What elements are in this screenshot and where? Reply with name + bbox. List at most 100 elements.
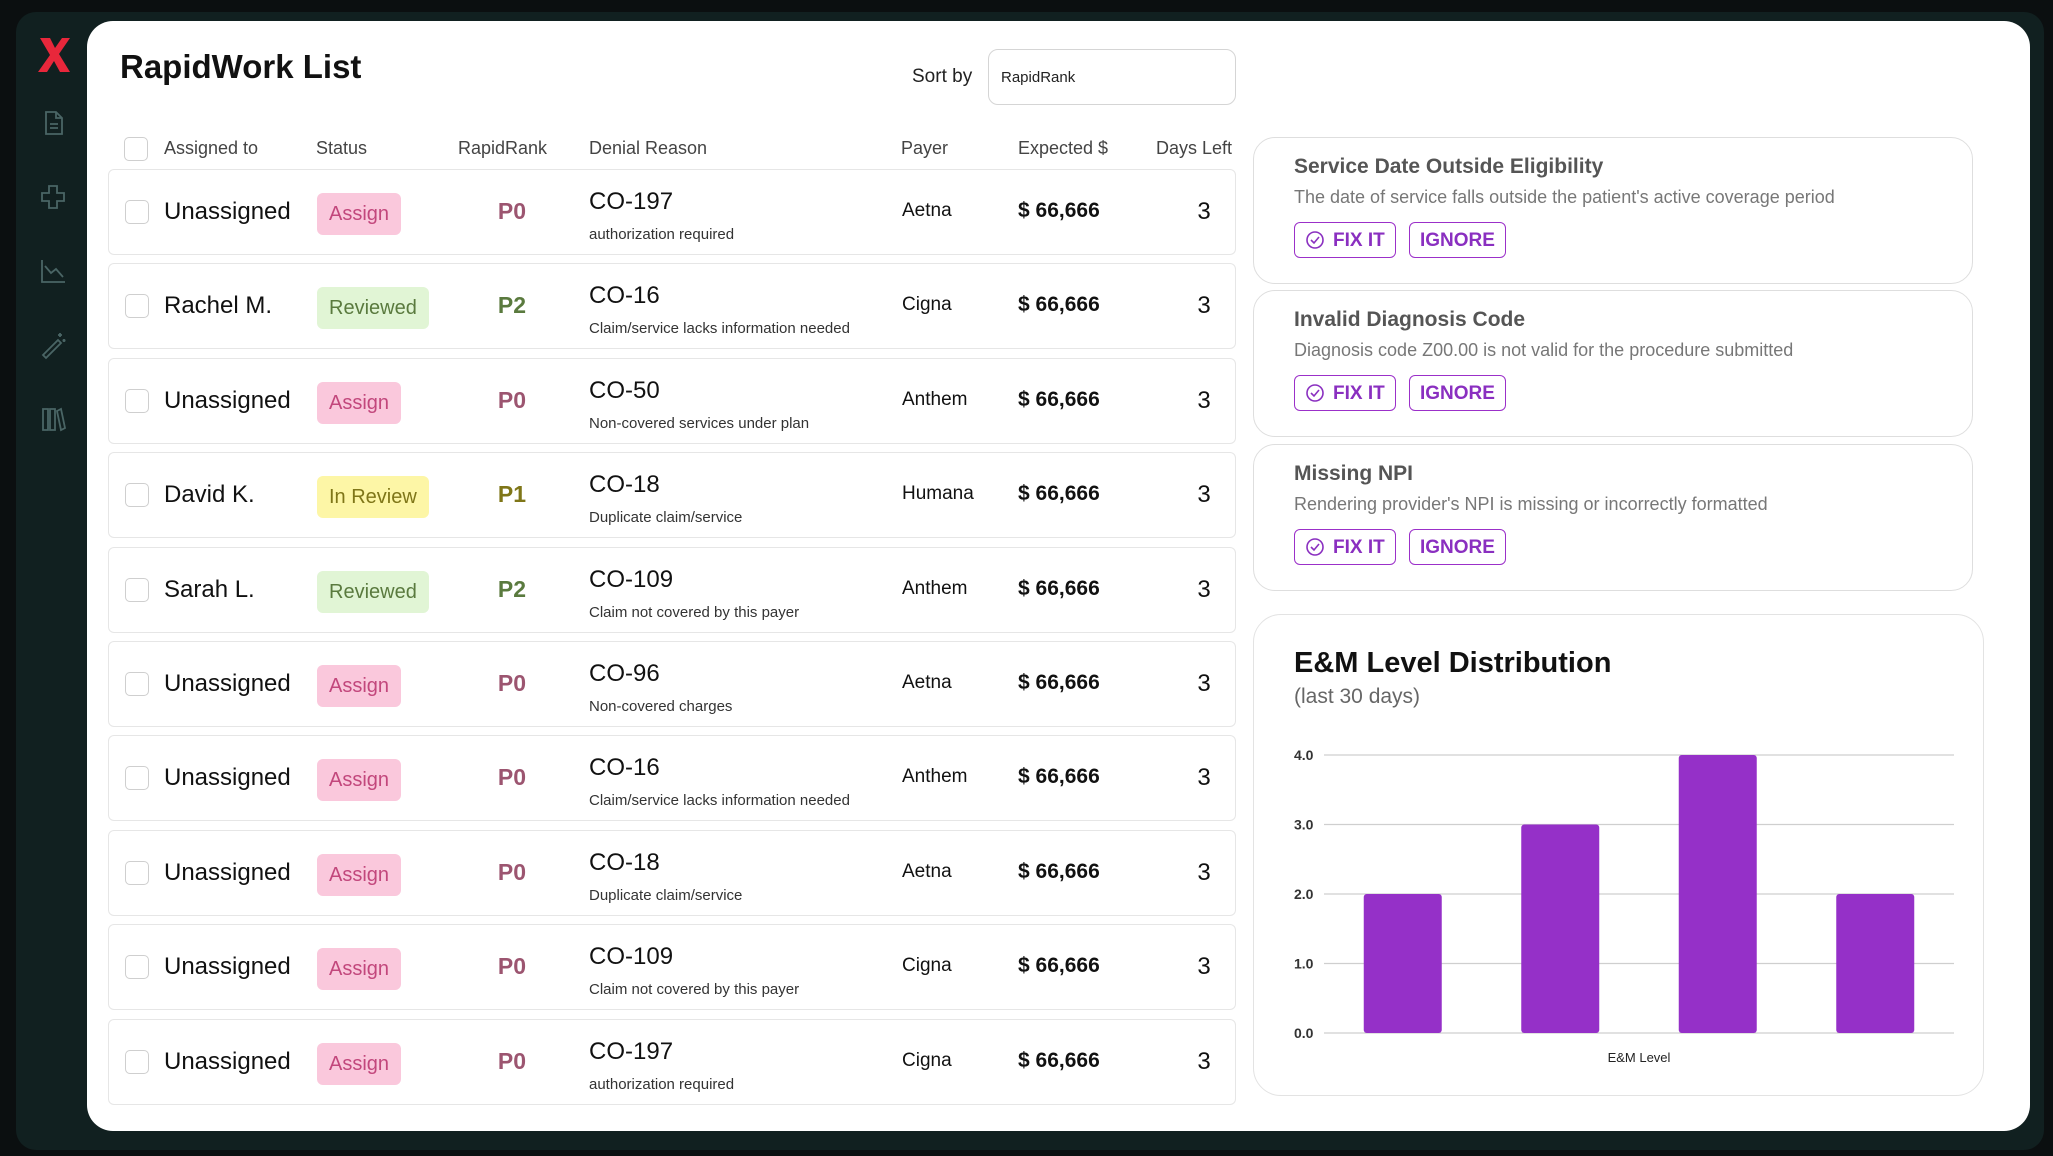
days-left: 3 <box>1197 386 1211 414</box>
denial-description: Duplicate claim/service <box>589 509 743 527</box>
denial-code: CO-16 <box>589 282 660 310</box>
rapidrank-value: P0 <box>497 858 527 885</box>
header-assigned-to[interactable]: Assigned to <box>164 138 259 158</box>
table-header: Assigned to Status RapidRank Denial Reas… <box>108 128 1236 168</box>
rapidrank-value: P0 <box>497 386 527 413</box>
row-checkbox[interactable] <box>125 294 149 319</box>
issue-card: Service Date Outside Eligibility The date… <box>1253 137 1973 284</box>
sort-label: Sort by <box>912 66 973 87</box>
row-checkbox[interactable] <box>125 388 149 413</box>
denial-code: CO-96 <box>589 660 660 687</box>
status-badge[interactable]: Assign <box>317 193 402 235</box>
status-badge[interactable]: Reviewed <box>317 570 429 613</box>
denial-description: authorization required <box>589 1075 735 1093</box>
expected-amount: $ 66,666 <box>1018 387 1100 411</box>
row-checkbox[interactable] <box>125 483 149 508</box>
check-circle-icon <box>1306 384 1324 402</box>
denial-description: authorization required <box>589 226 735 243</box>
header-expected[interactable]: Expected $ <box>1018 138 1109 158</box>
table-row[interactable]: Unassigned Assign P0 CO-109 Claim not covere… <box>108 924 1236 1011</box>
rapidrank-value: P0 <box>497 764 527 791</box>
bar <box>1363 894 1442 1033</box>
issue-title: Service Date Outside Eligibility <box>1294 155 1604 178</box>
header-payer[interactable]: Payer <box>901 138 949 158</box>
bar <box>1678 755 1757 1033</box>
table-row[interactable]: Unassigned Assign P0 CO-197 authorization re… <box>108 1018 1236 1105</box>
days-left: 3 <box>1197 1047 1211 1075</box>
y-tick-label: 1.0 <box>1294 956 1314 972</box>
medical-cross-icon[interactable] <box>38 182 68 212</box>
sort-select[interactable] <box>988 49 1236 105</box>
em-level-bar-chart: 0.0 1.0 2.0 3.0 4.0 E&M Level <box>1294 747 1954 1065</box>
rapidrank-value: P2 <box>497 292 527 319</box>
fix-it-label: FIX IT <box>1333 229 1385 251</box>
days-left: 3 <box>1197 481 1211 509</box>
payer: Cigna <box>902 294 952 316</box>
status-badge[interactable]: Assign <box>317 853 402 896</box>
bar <box>1836 894 1915 1033</box>
status-badge[interactable]: Assign <box>317 381 402 424</box>
chart-down-icon[interactable] <box>38 256 68 286</box>
row-checkbox[interactable] <box>125 672 149 696</box>
fix-it-button[interactable]: FIX IT <box>1294 529 1396 565</box>
header-status[interactable]: Status <box>316 138 368 158</box>
row-checkbox[interactable] <box>125 766 149 791</box>
row-checkbox[interactable] <box>125 955 149 980</box>
ignore-button[interactable]: IGNORE <box>1409 375 1506 411</box>
row-checkbox[interactable] <box>125 1049 149 1074</box>
expected-amount: $ 66,666 <box>1018 199 1100 222</box>
table-row[interactable]: Unassigned Assign P0 CO-96 Non-covered charg… <box>108 641 1236 727</box>
select-all-checkbox[interactable] <box>124 137 148 161</box>
header-rapidrank[interactable]: RapidRank <box>458 138 548 158</box>
y-tick-label: 0.0 <box>1294 1025 1314 1041</box>
days-left: 3 <box>1197 198 1211 225</box>
payer: Anthem <box>902 388 968 410</box>
row-checkbox[interactable] <box>125 200 149 224</box>
denial-description: Non-covered charges <box>589 698 733 715</box>
denial-code: CO-18 <box>589 848 660 876</box>
issue-title: Missing NPI <box>1294 462 1414 485</box>
fix-it-button[interactable]: FIX IT <box>1294 375 1396 411</box>
days-left: 3 <box>1197 953 1211 981</box>
table-row[interactable]: Rachel M. Reviewed P2 CO-16 Claim/service la… <box>108 263 1236 350</box>
issue-card: Missing NPI Rendering provider's NPI is m… <box>1253 444 1973 591</box>
status-badge[interactable]: In Review <box>317 476 429 519</box>
bar <box>1521 824 1600 1033</box>
status-badge[interactable]: Assign <box>317 759 402 802</box>
status-badge[interactable]: Reviewed <box>317 287 429 330</box>
status-badge[interactable]: Assign <box>317 665 402 707</box>
ignore-label: IGNORE <box>1420 229 1495 251</box>
status-badge[interactable]: Assign <box>317 948 402 991</box>
fix-it-button[interactable]: FIX IT <box>1294 222 1396 258</box>
ignore-button[interactable]: IGNORE <box>1409 222 1506 258</box>
assignee: Unassigned <box>164 198 291 225</box>
expected-amount: $ 66,666 <box>1018 859 1100 883</box>
denial-code: CO-197 <box>589 1037 674 1065</box>
row-checkbox[interactable] <box>125 860 149 885</box>
status-badge[interactable]: Assign <box>317 1042 402 1085</box>
table-row[interactable]: Unassigned Assign P0 CO-18 Duplicate claim/s… <box>108 829 1236 916</box>
days-left: 3 <box>1197 858 1211 886</box>
denial-description: Duplicate claim/service <box>589 886 743 904</box>
fix-it-label: FIX IT <box>1333 536 1385 558</box>
row-checkbox[interactable] <box>125 577 149 602</box>
y-tick-label: 2.0 <box>1294 886 1314 902</box>
payer: Humana <box>902 483 974 505</box>
rapidrank-value: P0 <box>497 953 527 980</box>
library-icon[interactable] <box>38 404 68 434</box>
y-tick-label: 4.0 <box>1294 747 1314 763</box>
assignee: Unassigned <box>164 670 291 697</box>
table-row[interactable]: Unassigned Assign P0 CO-16 Claim/service lac… <box>108 735 1236 822</box>
document-icon[interactable] <box>38 108 68 138</box>
header-denial-reason[interactable]: Denial Reason <box>589 138 708 158</box>
magic-wand-icon[interactable] <box>38 330 68 360</box>
table-row[interactable]: Sarah L. Reviewed P2 CO-109 Claim not covere… <box>108 546 1236 633</box>
em-level-chart-card: E&M Level Distribution (last 30 days) 0.… <box>1253 614 1984 1096</box>
table-row[interactable]: David K. In Review P1 CO-18 Duplicate claim/… <box>108 452 1236 539</box>
table-row[interactable]: Unassigned Assign P0 CO-50 Non-covered servi… <box>108 357 1236 444</box>
days-left: 3 <box>1197 575 1211 603</box>
header-days-left[interactable]: Days Left <box>1156 138 1233 158</box>
ignore-button[interactable]: IGNORE <box>1409 529 1506 565</box>
denial-code: CO-197 <box>589 188 674 215</box>
table-row[interactable]: Unassigned Assign P0 CO-197 authorization re… <box>108 169 1236 255</box>
